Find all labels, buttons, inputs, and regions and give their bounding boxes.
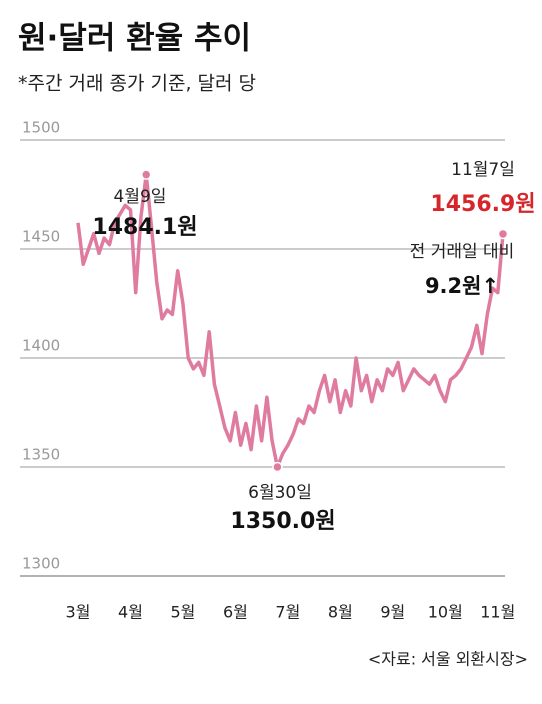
annotation: 6월30일 (248, 483, 312, 503)
y-tick-label: 1500 (22, 119, 60, 137)
x-tick-label: 9월 (380, 603, 405, 622)
x-tick-label: 4월 (118, 603, 143, 622)
y-tick-label: 1300 (22, 555, 60, 573)
x-tick-label: 6월 (223, 603, 248, 622)
highlight-point (272, 461, 283, 473)
highlight-point (497, 228, 509, 240)
y-tick-label: 1400 (22, 337, 60, 355)
y-tick-label: 1350 (22, 446, 60, 464)
x-tick-label: 8월 (328, 603, 353, 622)
value-label: 1456.9원 (430, 192, 535, 217)
value-label: 1484.1원 (92, 215, 197, 240)
value-label: 1350.0원 (230, 509, 335, 534)
x-tick-label: 3월 (66, 603, 91, 622)
source: <자료: 서울 외환시장> (368, 650, 528, 669)
annotation: 4월9일 (114, 187, 167, 207)
y-tick-label: 1450 (22, 228, 60, 246)
x-tick-label: 7월 (275, 603, 300, 622)
x-tick-label: 11월 (480, 603, 515, 622)
annotation: 11월7일 (451, 160, 515, 180)
annotation: 9.2원↑ (425, 274, 499, 298)
highlight-point (140, 169, 152, 180)
chart-title: 원·달러 환율 추이 (18, 21, 251, 57)
x-tick-label: 10월 (428, 603, 463, 622)
series-line (76, 172, 505, 469)
annotation: 전 거래일 대비 (410, 242, 515, 262)
chart-subtitle: *주간 거래 종가 기준, 달러 당 (18, 73, 256, 95)
x-tick-label: 5월 (170, 603, 195, 622)
